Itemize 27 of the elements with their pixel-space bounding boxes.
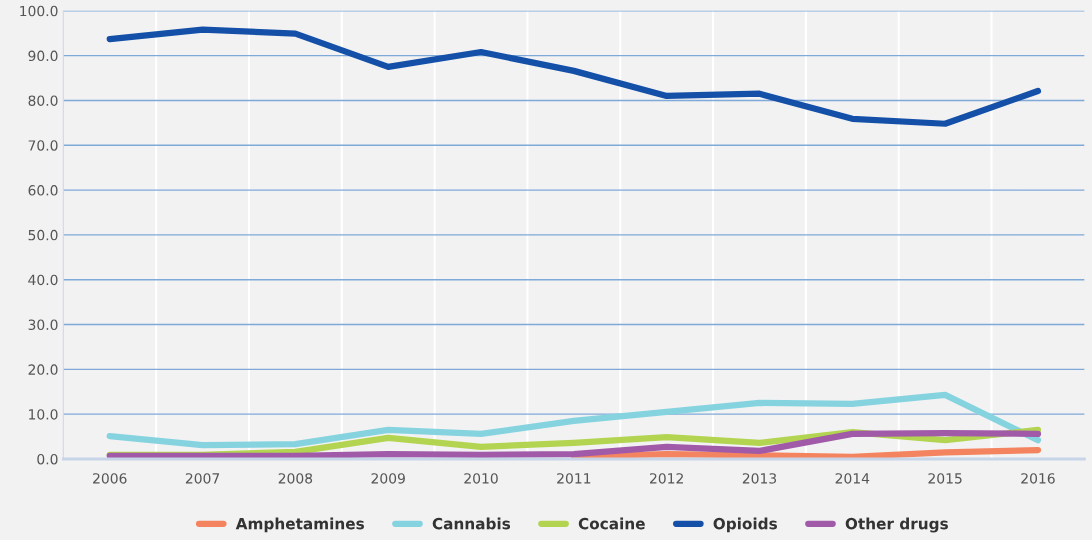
y-tick-label: 0.0 [37,453,58,465]
y-tick-label: 60.0 [28,185,58,196]
y-tick-label: 40.0 [28,274,58,286]
legend-label: Cannabis [432,517,511,530]
y-tick-label: 100.0 [20,5,58,17]
y-tick-label: 80.0 [28,95,58,106]
legend-label: Other drugs [845,517,948,533]
x-tick-label: 2008 [278,473,313,484]
y-tick-label: 70.0 [28,140,58,151]
legend-label: Opioids [713,517,777,533]
legend-label: Amphetamines [235,517,364,533]
x-tick-label: 2013 [742,473,777,484]
x-tick-label: 2006 [93,473,127,484]
x-tick-label: 2014 [835,473,870,484]
x-tick-label: 2010 [464,473,498,484]
x-tick-label: 2012 [650,473,683,484]
x-tick-label: 2011 [557,473,591,484]
x-tick-label: 2009 [371,473,405,484]
legend-label: Cocaine [578,517,645,530]
x-tick-label: 2015 [928,473,962,484]
y-tick-label: 90.0 [28,50,58,62]
x-tick-label: 2007 [185,473,220,484]
y-tick-label: 50.0 [28,229,58,241]
y-tick-label: 10.0 [29,409,58,420]
y-tick-label: 20.0 [28,364,58,375]
x-tick-label: 2016 [1021,473,1055,484]
y-tick-label: 30.0 [28,319,58,331]
